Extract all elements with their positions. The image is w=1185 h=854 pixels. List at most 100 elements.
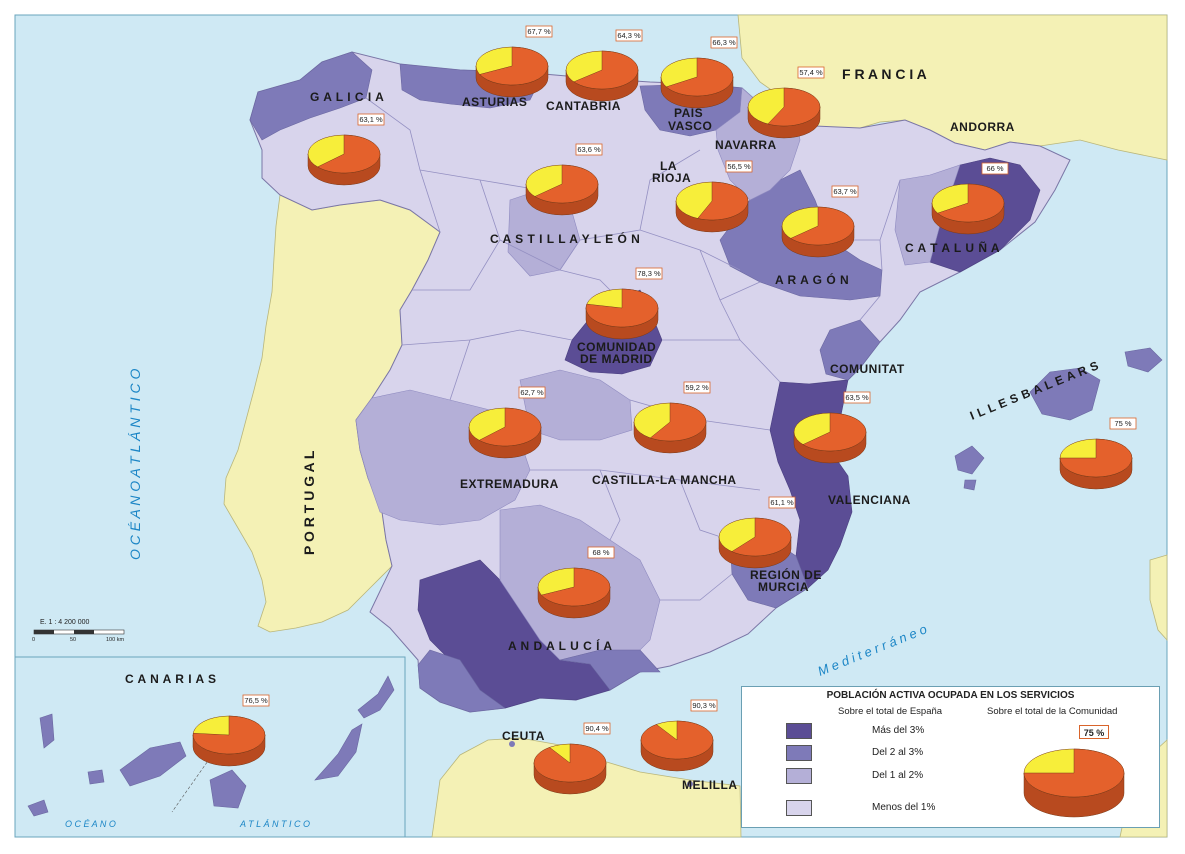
melilla-value-box (690, 699, 718, 712)
la-rioja-pie: 56,5 % (675, 160, 753, 233)
extremadura-pie-slice (478, 407, 542, 447)
melilla-value-label: 90,3 % (692, 701, 716, 710)
castilla-leon-value-box (575, 143, 603, 156)
legend-example-pie (1023, 748, 1125, 818)
cantabria-value-box (615, 29, 643, 42)
pais-vasco-pie: 66,3 % (660, 36, 738, 109)
valenciana-value-label: 63,5 % (845, 393, 869, 402)
aragon-value-label: 63,7 % (833, 187, 857, 196)
madrid-pie-slice (585, 288, 659, 328)
murcia-value-box (768, 496, 796, 509)
baleares-value-label: 75 % (1114, 419, 1131, 428)
legend-example-value: 75 % (1079, 725, 1109, 739)
baleares-value-box (1109, 417, 1137, 430)
murcia-pie: 61,1 % (718, 496, 796, 569)
asturias-pie-slice (479, 46, 549, 86)
navarra-value-box (797, 66, 825, 79)
extremadura-pie: 62,7 % (468, 386, 546, 459)
cataluna-pie: 66 % (931, 162, 1009, 235)
pie-layer: 63,1 % 67,7 % 64,3 % 66,3 % 57,4 % 63,6 % 56,5… (192, 25, 1137, 795)
galicia-value-box (357, 113, 385, 126)
melilla-pie: 90,3 % (640, 699, 718, 772)
scale-tick-0: 0 (32, 637, 35, 643)
pais-vasco-pie-slice (665, 57, 734, 97)
legend-label-4: Menos del 1% (872, 802, 936, 813)
asturias-label: ASTURIAS (462, 95, 527, 109)
galicia-pie-slice (317, 134, 381, 174)
extremadura-value-box (518, 386, 546, 399)
madrid-pie: 78,3 % (585, 267, 663, 340)
legend-swatch-4 (786, 800, 812, 816)
mallorca-island (1029, 367, 1101, 421)
cataluna-pie-slice (937, 183, 1005, 223)
cataluna-value-box (981, 162, 1009, 175)
valenciana-pie: 63,5 % (793, 391, 871, 464)
canarias-value-box (242, 694, 270, 707)
madrid-value-label: 78,3 % (637, 269, 661, 278)
france-label: F R A N C I A (842, 66, 927, 82)
murcia-value-label: 61,1 % (770, 498, 794, 507)
malaga-shade (559, 649, 661, 691)
castilla-mancha-pie-slice (649, 402, 707, 442)
pais-vasco-label-2: VASCO (668, 119, 712, 133)
melilla-pie-slice (640, 720, 714, 760)
la-rioja-value-box (725, 160, 753, 173)
canarias-pie-slice (192, 715, 266, 755)
lanzarote-island (357, 675, 395, 719)
asturias-value-label: 67,7 % (527, 27, 551, 36)
canarias-label: C A N A R I A S (125, 672, 217, 686)
galicia-pie: 63,1 % (307, 113, 385, 186)
navarra-pie: 57,4 % (747, 66, 825, 139)
andalucia-pie: 68 % (537, 546, 615, 619)
la-gomera-island (87, 769, 105, 785)
scale-tick-100: 100 km (106, 637, 124, 643)
scale-bar-seg2 (74, 630, 94, 634)
extremadura-value-label: 62,7 % (520, 388, 544, 397)
cantabria-pie-slice (573, 50, 639, 90)
murcia-pie-slice (731, 517, 792, 557)
ceuta-value-label: 90,4 % (585, 724, 609, 733)
formentera-island (963, 479, 977, 491)
madrid-label-1: COMUNIDAD (577, 340, 656, 354)
castilla-leon-value-label: 63,6 % (577, 145, 601, 154)
legend-swatch-2 (786, 745, 812, 761)
ceuta-value-box (583, 722, 611, 735)
legend-col2-heading: Sobre el total de la Comunidad (987, 706, 1118, 717)
asturias-value-box (525, 25, 553, 38)
aragon-pie-slice (790, 206, 855, 246)
la-palma-island (39, 713, 55, 749)
ceuta-pie-slice (533, 743, 607, 783)
ibiza-island (954, 445, 985, 475)
galicia-value-label: 63,1 % (359, 115, 383, 124)
baleares-pie: 75 % (1059, 417, 1137, 490)
atlantic-ocean-label: O C É A N O A T L Á N T I C O (127, 369, 143, 560)
cantabria-label: CANTABRIA (546, 99, 621, 113)
andalucia-pie-slice (540, 567, 611, 607)
pais-vasco-value-box (710, 36, 738, 49)
legend-label-1: Más del 3% (872, 725, 925, 736)
province-borders (365, 97, 901, 601)
galicia-label: G A L I C I A (310, 90, 384, 104)
pais-vasco-value-label: 66,3 % (712, 38, 736, 47)
navarra-pie-slice (767, 87, 821, 127)
canarias-value-label: 76,5 % (244, 696, 268, 705)
castilla-mancha-label: CASTILLA-LA MANCHA (592, 473, 737, 487)
valenciana-value-box (843, 391, 871, 404)
legend-swatch-1 (786, 723, 812, 739)
madrid-value-box (635, 267, 663, 280)
melilla-label: MELILLA (682, 778, 738, 792)
andalucia-label: A N D A L U C Í A (508, 638, 613, 653)
navarra-label: NAVARRA (715, 138, 777, 152)
cataluna-value-label: 66 % (986, 164, 1003, 173)
la-rioja-value-label: 56,5 % (727, 162, 751, 171)
andalucia-value-box (587, 546, 615, 559)
andorra-label: ANDORRA (950, 120, 1015, 134)
canarias-leader-line (171, 757, 211, 813)
cantabria-value-label: 64,3 % (617, 31, 641, 40)
gran-canaria-island (209, 769, 247, 809)
canarias-pie: 76,5 % (192, 694, 270, 767)
aragon-value-box (831, 185, 859, 198)
castilla-mancha-value-label: 59,2 % (685, 383, 709, 392)
murcia-label-1: REGIÓN DE (750, 567, 822, 582)
ceuta-label: CEUTA (502, 729, 545, 743)
